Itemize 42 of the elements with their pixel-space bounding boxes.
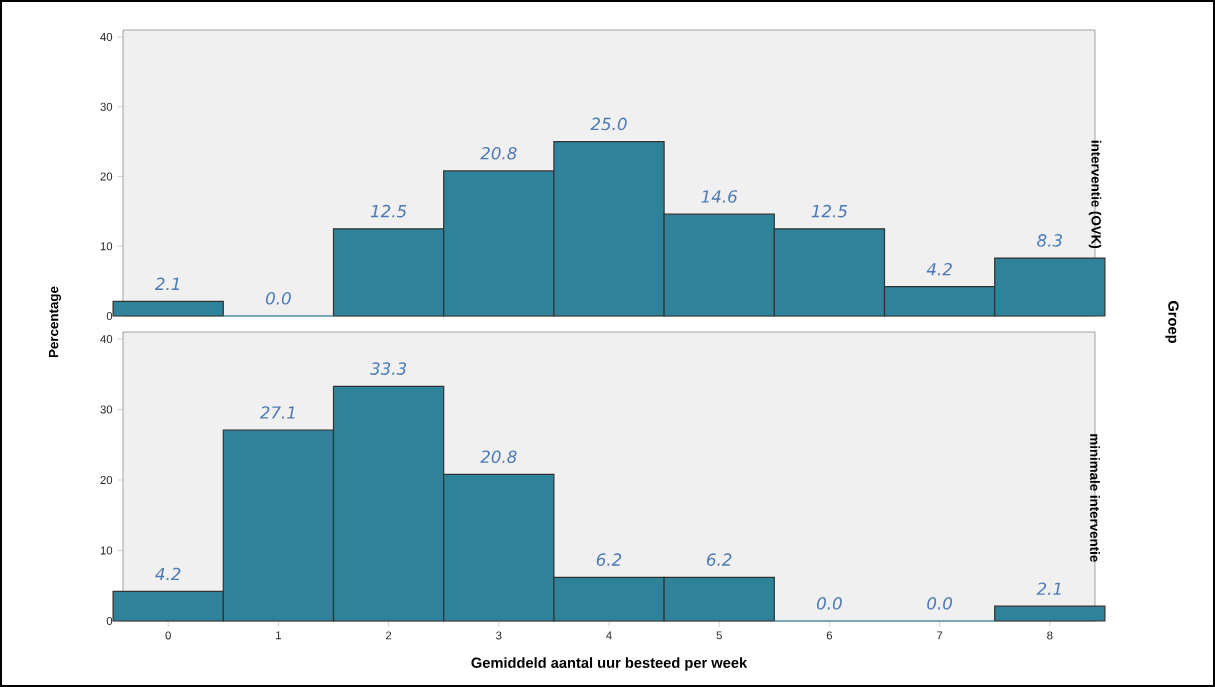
- y-tick-label: 20: [100, 172, 113, 181]
- data-label: 33.3: [370, 362, 407, 375]
- data-label: 20.8: [480, 450, 517, 464]
- data-label: 14.6: [701, 190, 738, 203]
- y-tick-label: 0: [106, 617, 113, 626]
- x-tick-label: 3: [496, 631, 502, 640]
- data-label: 4.2: [155, 567, 181, 581]
- data-label: 8.3: [1037, 234, 1062, 247]
- data-label: 12.5: [370, 204, 407, 218]
- y-tick-label: 0: [106, 312, 113, 321]
- data-label: 0.0: [816, 597, 842, 610]
- data-label: 20.8: [480, 146, 517, 160]
- x-tick-label: 2: [386, 631, 392, 640]
- x-tick-label: 7: [937, 631, 943, 640]
- x-axis-title: Gemiddeld aantal uur besteed per week: [471, 657, 748, 671]
- text: interventie (OVK): [1088, 140, 1102, 249]
- data-label: 4.2: [926, 262, 952, 276]
- text: minimale interventie: [1090, 434, 1100, 562]
- y-tick-label: 40: [100, 335, 113, 344]
- y-tick-label: 20: [100, 476, 113, 485]
- y-tick-label: 40: [100, 32, 113, 41]
- x-tick-label: 5: [716, 631, 722, 640]
- data-label: 25.0: [590, 117, 627, 131]
- data-label: 12.5: [811, 204, 848, 218]
- data-label: 0.0: [265, 292, 291, 305]
- data-label: 27.1: [259, 406, 295, 419]
- data-label: 0.0: [927, 597, 953, 610]
- y-tick-label: 10: [100, 242, 113, 251]
- data-label: 6.2: [707, 553, 732, 566]
- x-tick-label: 6: [826, 631, 833, 640]
- x-tick-label: 4: [606, 631, 612, 640]
- data-label: 6.2: [596, 553, 622, 566]
- y-tick-label: 30: [100, 405, 113, 414]
- data-label: 2.1: [1036, 582, 1061, 595]
- y-tick-label: 10: [100, 546, 113, 555]
- data-label: 2.1: [155, 277, 179, 290]
- text: Groep: [1165, 301, 1179, 343]
- x-tick-label: 1: [276, 631, 281, 640]
- y-tick-label: 30: [100, 102, 113, 111]
- x-tick-label: 0: [165, 631, 171, 640]
- x-tick-label: 8: [1047, 631, 1053, 640]
- y-axis-title: Percentage: [49, 286, 61, 358]
